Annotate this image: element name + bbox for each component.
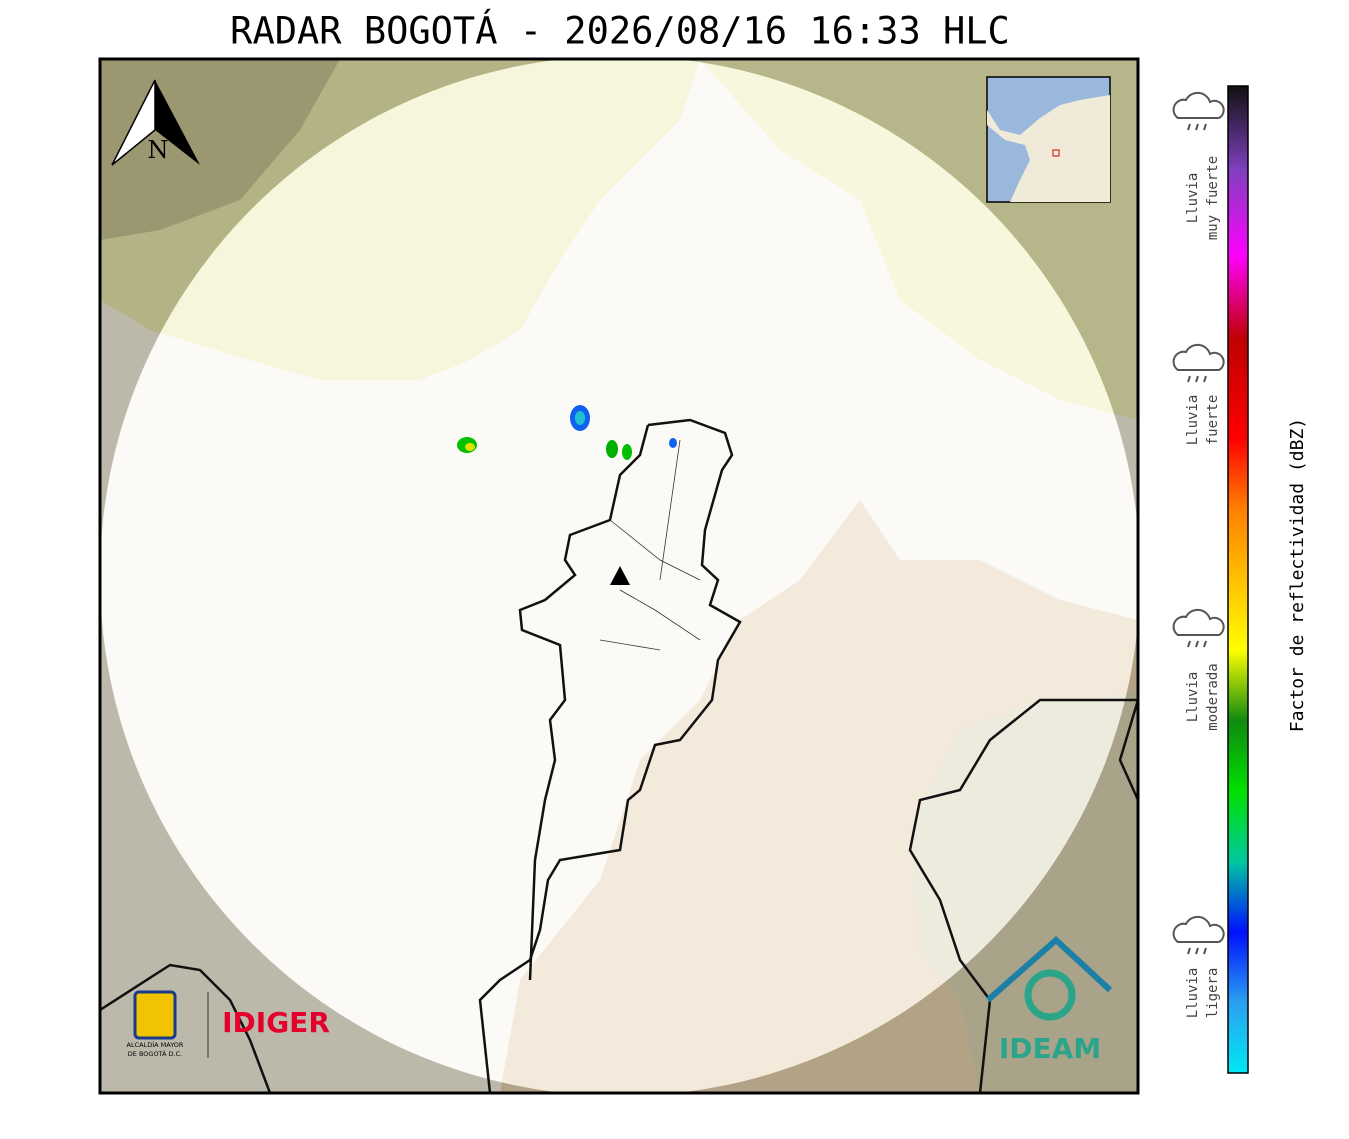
rain-label: Lluvia — [1185, 968, 1201, 1019]
echo — [622, 444, 632, 460]
rain-label: moderada — [1205, 663, 1221, 730]
logo-ideam-text: IDEAM — [999, 1032, 1101, 1065]
inset-land — [987, 95, 1110, 202]
echo — [465, 443, 475, 451]
localities — [599, 439, 701, 651]
rain-level: Lluvia fuerte — [1172, 343, 1225, 446]
weather-icon — [1172, 91, 1225, 119]
rain-label: Lluvia — [1185, 395, 1201, 446]
weather-icon — [1172, 915, 1225, 943]
rain-drops — [1187, 123, 1207, 131]
department-boundary — [908, 698, 1138, 1093]
alcaldia-line: DE BOGOTÁ D.C. — [128, 1049, 182, 1058]
echo — [606, 440, 618, 458]
rain-label: Lluvia — [1185, 672, 1201, 723]
radar-echoes — [457, 405, 677, 460]
map-frame — [98, 57, 1140, 1095]
north-arrow: N — [111, 79, 200, 166]
rain-label: fuerte — [1205, 395, 1221, 446]
emblem — [133, 990, 177, 1040]
inset-marker — [1052, 149, 1060, 157]
echo — [669, 438, 677, 448]
rain-level: Lluvia ligera — [1172, 915, 1225, 1019]
rain-drops — [1187, 375, 1207, 383]
rain-drops — [1187, 947, 1207, 955]
weather-icon — [1172, 608, 1225, 636]
map: N ALCALDÍA MAYOR DE BOGOTÁ D.C. IDIGER I… — [100, 59, 1138, 1093]
logo-ideam: IDEAM — [986, 935, 1113, 1065]
colorbar-label: Factor de reflectividad (dBZ) — [1287, 418, 1308, 732]
rain-drops — [1187, 640, 1207, 648]
echo — [575, 411, 585, 425]
ideam-swirl — [1024, 969, 1076, 1021]
rain-label: muy fuerte — [1205, 156, 1221, 240]
north-label: N — [148, 136, 169, 164]
logo-idiger: IDIGER — [222, 1006, 330, 1039]
weather-icon — [1172, 343, 1225, 371]
ideam-roof — [986, 935, 1113, 1003]
colorbar — [1227, 85, 1249, 1074]
rain-level: Lluvia moderada — [1172, 608, 1225, 731]
title: RADAR BOGOTÁ - 2026/08/16 16:33 HLC — [230, 9, 1010, 53]
rain-level: Lluvia muy fuerte — [1172, 91, 1225, 240]
logo-alcaldia: ALCALDÍA MAYOR DE BOGOTÁ D.C. — [127, 990, 209, 1058]
radar-site — [610, 566, 630, 585]
arrow-right — [155, 80, 200, 165]
inset-map — [986, 76, 1111, 203]
rain-label: Lluvia — [1185, 173, 1201, 224]
alcaldia-line: ALCALDÍA MAYOR — [127, 1040, 184, 1049]
department-boundary-sw — [100, 963, 272, 1093]
bogota-boundary-west — [518, 424, 650, 981]
rain-label: ligera — [1205, 968, 1221, 1019]
bogota-boundary-east — [478, 418, 742, 1093]
